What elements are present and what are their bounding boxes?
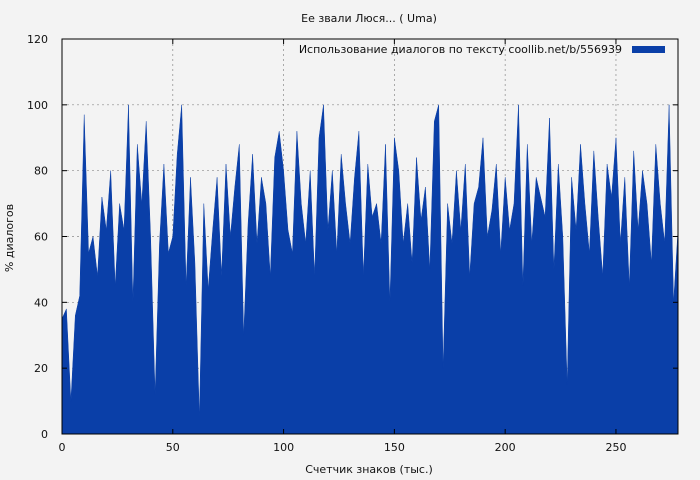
legend-swatch [632, 46, 665, 53]
legend-label: Использование диалогов по тексту coollib… [299, 43, 622, 56]
y-tick-label: 0 [41, 428, 48, 441]
y-tick-label: 100 [27, 99, 48, 112]
grid-lines [62, 39, 678, 434]
chart-title: Ее звали Люся... ( Uma) [301, 12, 437, 25]
series-area [61, 104, 679, 435]
x-tick-label: 250 [605, 441, 626, 454]
plot-area [61, 104, 679, 435]
x-tick-label: 0 [59, 441, 66, 454]
x-axis-label: Счетчик знаков (тыс.) [305, 463, 433, 476]
x-tick-label: 150 [384, 441, 405, 454]
legend: Использование диалогов по тексту coollib… [299, 43, 665, 56]
y-axis-label: % диалогов [3, 204, 16, 272]
x-tick-label: 50 [166, 441, 180, 454]
y-tick-label: 80 [34, 165, 48, 178]
y-tick-label: 20 [34, 362, 48, 375]
axis-ticks: 0 20 40 60 80 100 120 0 50 100 150 200 250 [27, 33, 678, 454]
x-tick-label: 100 [273, 441, 294, 454]
x-tick-label: 200 [495, 441, 516, 454]
y-tick-label: 120 [27, 33, 48, 46]
y-tick-label: 40 [34, 296, 48, 309]
y-tick-label: 60 [34, 231, 48, 244]
